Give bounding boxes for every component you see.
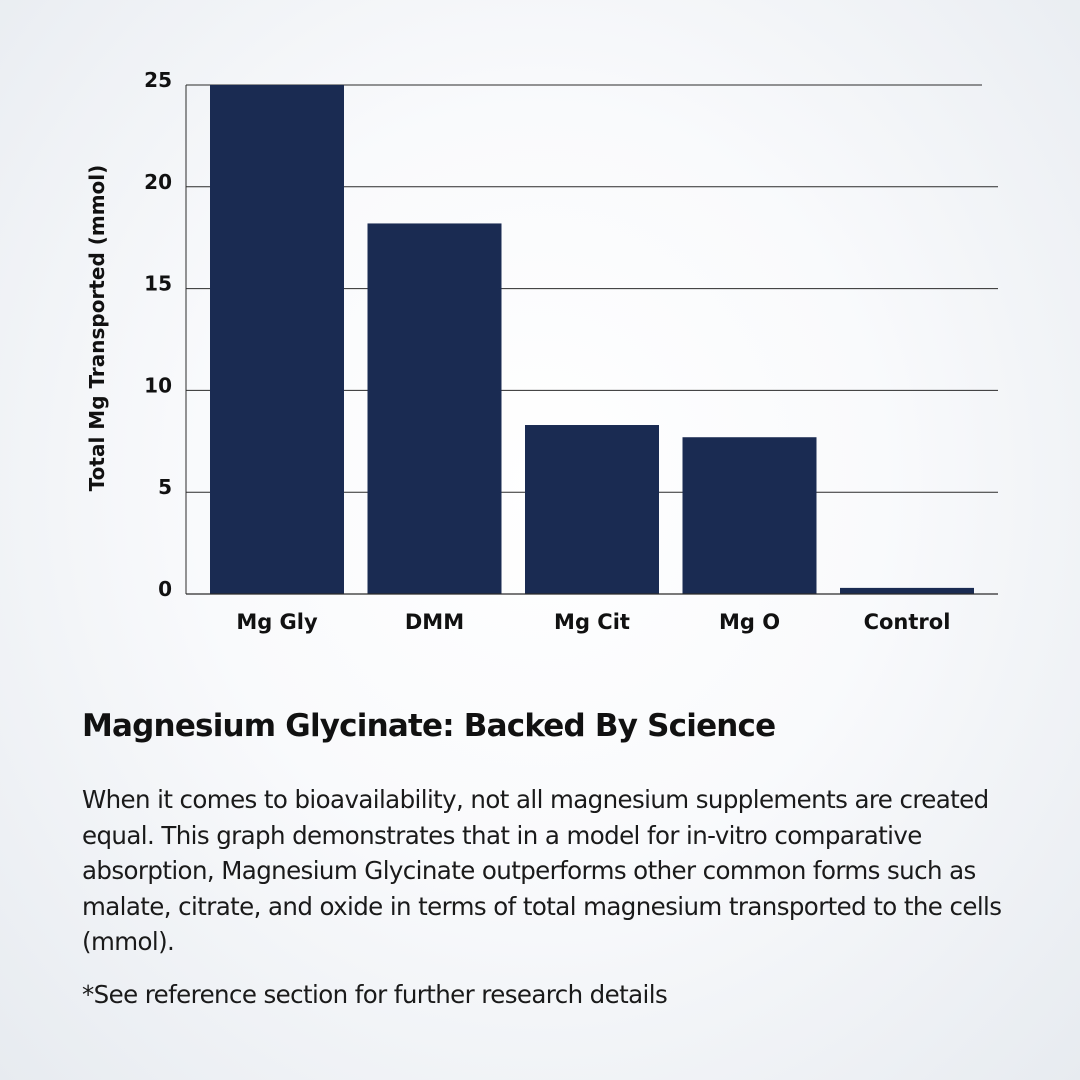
- bars: [210, 85, 974, 594]
- y-tick-label: 10: [144, 373, 172, 397]
- y-axis-label: Total Mg Transported (mmol): [85, 165, 109, 492]
- x-tick-label: Mg O: [719, 610, 780, 634]
- y-tick-labels: 0 5 10 15 20 25: [144, 68, 172, 601]
- bar: [682, 437, 817, 594]
- y-tick-label: 25: [144, 68, 172, 92]
- x-tick-label: Mg Cit: [554, 610, 630, 634]
- y-tick-label: 0: [158, 577, 172, 601]
- description-text: When it comes to bioavailability, not al…: [82, 785, 1002, 956]
- bar: [210, 85, 344, 594]
- footnote: *See reference section for further resea…: [82, 980, 668, 1009]
- bar: [525, 425, 659, 594]
- bar: [840, 587, 974, 594]
- y-tick-label: 20: [144, 170, 172, 194]
- y-tick-label: 15: [144, 272, 172, 296]
- bar: [367, 223, 502, 594]
- x-tick-label: Control: [864, 610, 951, 634]
- section-heading: Magnesium Glycinate: Backed By Science: [82, 708, 776, 744]
- y-tick-label: 5: [158, 475, 172, 499]
- x-tick-label: Mg Gly: [236, 610, 318, 634]
- x-tick-labels: Mg Gly DMM Mg Cit Mg O Control: [236, 610, 950, 634]
- x-tick-label: DMM: [405, 610, 464, 634]
- axes: [185, 85, 998, 595]
- bar-chart: 0 5 10 15 20 25 Mg Gly DMM Mg Cit Mg O Control To…: [85, 68, 998, 634]
